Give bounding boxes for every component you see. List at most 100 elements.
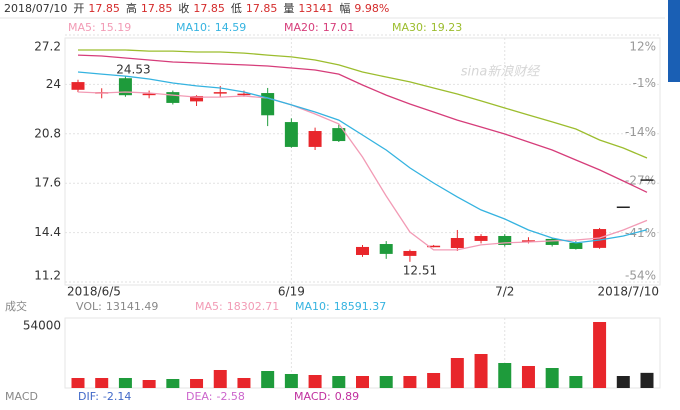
price-frame — [64, 37, 661, 286]
volume-bar — [640, 372, 654, 388]
header-value: 17.85 — [88, 2, 120, 15]
legend-entry: MA30: 19.23 — [392, 21, 462, 34]
volume-legend-name: MA5: — [195, 300, 223, 313]
candle-body — [521, 240, 535, 242]
volume-legend: MA5: 18302.71 — [195, 300, 279, 313]
header-value: 17.85 — [193, 2, 225, 15]
header-label: 高 — [126, 1, 137, 15]
legend-entry-value: 19.23 — [431, 21, 463, 34]
macd-legend: MACD: 0.89 — [294, 390, 359, 403]
legend-entry: MA5: 15.19 — [68, 21, 131, 34]
candle-body — [308, 131, 322, 147]
macd-legend-value: -2.58 — [216, 390, 244, 403]
header-label: 开 — [73, 2, 84, 15]
volume-legend-value: 18591.37 — [334, 300, 387, 313]
x-tick-label: 2018/6/5 — [67, 285, 121, 299]
y-tick-label: 11.2 — [34, 269, 61, 283]
volume-bar — [308, 374, 322, 388]
ma-line — [77, 91, 648, 251]
header-value: 13141 — [298, 2, 333, 15]
macd-legend-value: -2.14 — [103, 390, 131, 403]
macd-legend-name: DEA: — [186, 390, 212, 403]
candle-body — [545, 238, 559, 245]
candle-body — [213, 92, 227, 94]
legend-entry-name: MA30: — [392, 21, 427, 34]
volume-bar — [379, 376, 393, 388]
candle-body — [498, 235, 512, 245]
volume-bar — [521, 365, 535, 388]
legend-entry: MA20: 17.01 — [284, 21, 354, 34]
y2-tick-label: -54% — [625, 269, 656, 283]
header-value: 17.85 — [141, 2, 173, 15]
volume-legend: MA10: 18591.37 — [295, 300, 386, 313]
volume-bar — [213, 369, 227, 388]
y2-tick-label: -1% — [633, 76, 656, 90]
ma-line — [78, 49, 648, 159]
x-tick-label: 7/2 — [495, 285, 514, 299]
legend-entry-name: MA5: — [68, 21, 96, 34]
macd-legend-name: MACD: — [294, 390, 331, 403]
volume-bar — [261, 371, 275, 388]
volume-bar — [118, 377, 132, 388]
candle-body — [379, 244, 393, 254]
header: 2018/07/10 开 17.85 高 17.85 收 17.85 低 17.85 量 13141… — [4, 1, 389, 15]
x-tick-label: 6/19 — [278, 285, 305, 299]
volume-tick-label: 54000 — [23, 319, 61, 333]
y-tick-label: 24 — [46, 77, 61, 91]
candle-body — [166, 92, 180, 103]
volume-bar — [356, 376, 369, 388]
header-date: 2018/07/10 — [4, 2, 67, 15]
volume-legend-value: 13141.49 — [106, 300, 159, 313]
volume-bar — [474, 354, 488, 388]
y-tick-label: 17.6 — [34, 176, 61, 190]
candle-body — [474, 235, 488, 241]
volume-bar — [403, 376, 417, 388]
header-label: 收 — [178, 1, 189, 15]
volume-legend-value: 18302.71 — [227, 300, 280, 313]
volume-bar — [569, 376, 583, 388]
volume-title: 成交 — [5, 299, 27, 313]
candle-body — [71, 82, 85, 90]
y2-tick-label: 12% — [629, 40, 656, 54]
volume-bar — [237, 377, 251, 388]
volume-bar — [142, 380, 156, 388]
candle-body — [118, 78, 132, 96]
header-label: 幅 — [339, 2, 350, 15]
volume-bar — [332, 376, 346, 388]
candle-body — [569, 242, 583, 249]
volume-bar — [498, 363, 512, 388]
side-tab[interactable] — [668, 0, 680, 82]
high-annotation: 24.53 — [116, 63, 150, 77]
ma-line — [77, 71, 648, 244]
y-tick-label: 27.2 — [34, 40, 61, 54]
y-tick-label: 14.4 — [34, 225, 61, 239]
macd-title: MACD — [5, 390, 38, 403]
low-annotation: 12.51 — [403, 263, 437, 277]
volume-bar — [427, 372, 441, 388]
candle-body — [190, 95, 204, 102]
volume-bar — [166, 378, 180, 388]
legend-entry-value: 15.19 — [100, 21, 132, 34]
volume-bar — [71, 377, 85, 388]
volume-bar — [95, 377, 109, 388]
header-value: 9.98% — [354, 2, 389, 15]
volume-bar — [593, 322, 607, 388]
ma-line — [77, 54, 648, 193]
x-tick-label: 2018/7/10 — [597, 285, 659, 299]
volume-bar — [190, 378, 204, 388]
macd-legend: DEA: -2.58 — [186, 390, 245, 403]
header-label: 量 — [283, 2, 294, 15]
legend-entry-value: 17.01 — [323, 21, 355, 34]
legend-entry-value: 14.59 — [215, 21, 247, 34]
y-tick-label: 20.8 — [34, 126, 61, 140]
candle-body — [427, 245, 441, 248]
volume-bar — [450, 357, 464, 388]
volume-legend: VOL: 13141.49 — [76, 300, 158, 313]
candle-body — [403, 250, 417, 256]
header-label: 低 — [231, 2, 242, 15]
y2-tick-label: -27% — [625, 173, 656, 187]
candle-body — [450, 238, 464, 249]
candle-body — [616, 206, 630, 209]
candle-body — [237, 93, 251, 96]
